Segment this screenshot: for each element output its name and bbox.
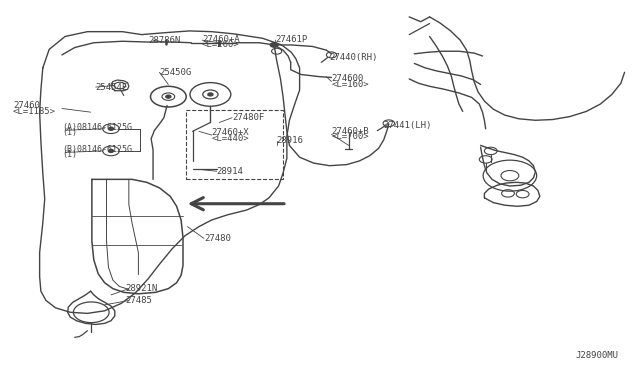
Circle shape <box>166 95 171 98</box>
Text: 27460+X: 27460+X <box>212 128 250 137</box>
Text: 27460+B: 27460+B <box>332 127 369 136</box>
Text: 28921N: 28921N <box>125 284 158 293</box>
Text: 27440(RH): 27440(RH) <box>330 53 378 62</box>
Circle shape <box>270 43 278 47</box>
Circle shape <box>108 127 113 130</box>
Text: 27485: 27485 <box>125 296 152 305</box>
Text: 25454E: 25454E <box>96 83 128 92</box>
Text: 27480F: 27480F <box>232 113 264 122</box>
Text: (B)08146-6125G: (B)08146-6125G <box>62 145 132 154</box>
Text: 27441(LH): 27441(LH) <box>384 121 432 129</box>
Text: <L=160>: <L=160> <box>332 80 369 89</box>
Text: 25450G: 25450G <box>159 68 191 77</box>
Text: <L=440>: <L=440> <box>212 134 250 142</box>
Text: 28914: 28914 <box>217 167 244 176</box>
Text: <L=700>: <L=700> <box>332 132 369 141</box>
Text: (1): (1) <box>62 151 77 160</box>
Text: 27480: 27480 <box>204 234 231 243</box>
Circle shape <box>108 150 113 153</box>
Text: 28786N: 28786N <box>148 36 180 45</box>
Text: (1): (1) <box>62 128 77 137</box>
Text: <L=260>: <L=260> <box>202 41 240 49</box>
Text: J28900MU: J28900MU <box>575 350 618 360</box>
Text: <L=1185>: <L=1185> <box>13 106 56 116</box>
Text: 274600: 274600 <box>332 74 364 83</box>
Bar <box>186 110 283 179</box>
Text: 27460: 27460 <box>13 101 40 110</box>
Text: (A)08146-6125G: (A)08146-6125G <box>62 123 132 132</box>
Text: 27460+A: 27460+A <box>202 35 240 44</box>
Text: 28916: 28916 <box>276 137 303 145</box>
Text: 27461P: 27461P <box>275 35 308 44</box>
Circle shape <box>208 93 213 96</box>
